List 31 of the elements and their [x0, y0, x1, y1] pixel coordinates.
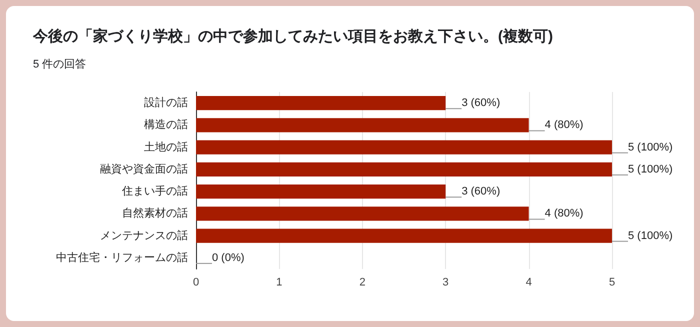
bar	[196, 162, 612, 177]
y-tick-label: 構造の話	[144, 118, 188, 132]
data-label: 0 (0%)	[212, 252, 244, 264]
y-tick-label: 住まい手の話	[122, 184, 188, 198]
x-tick-label: 0	[192, 276, 200, 288]
data-label: 3 (60%)	[462, 186, 500, 198]
y-tick-label: 融資や資金面の話	[100, 162, 188, 176]
x-tick-label: 1	[276, 276, 282, 288]
bar	[196, 140, 612, 154]
bar	[196, 96, 446, 110]
data-label: 4 (80%)	[544, 208, 584, 220]
data-label: 5 (100%)	[628, 163, 673, 176]
bar	[196, 228, 612, 243]
x-tick-label: 3	[442, 276, 449, 288]
data-label: 5 (100%)	[628, 141, 673, 154]
chart-title: 今後の「家づくり学校」の中で参加してみたい項目をお教え下さい。(複数可)	[32, 27, 553, 45]
y-tick-label: 中古住宅・リフォームの話	[56, 250, 188, 264]
text: 5 件の回答	[33, 58, 86, 70]
y-tick-label: 土地の話	[144, 140, 188, 154]
y-tick-label: 設計の話	[144, 96, 188, 110]
bar	[196, 184, 446, 199]
y-tick-label: メンテナンスの話	[100, 228, 188, 242]
data-label: 4 (80%)	[544, 119, 584, 132]
bar	[196, 118, 529, 132]
bar	[196, 206, 529, 221]
data-label: 5 (100%)	[628, 230, 673, 242]
data-label: 3 (60%)	[462, 97, 500, 110]
x-tick-label: 2	[359, 276, 366, 288]
x-tick-label: 5	[608, 276, 616, 288]
x-tick-label: 4	[526, 276, 532, 288]
y-tick-label: 自然素材の話	[122, 206, 188, 220]
